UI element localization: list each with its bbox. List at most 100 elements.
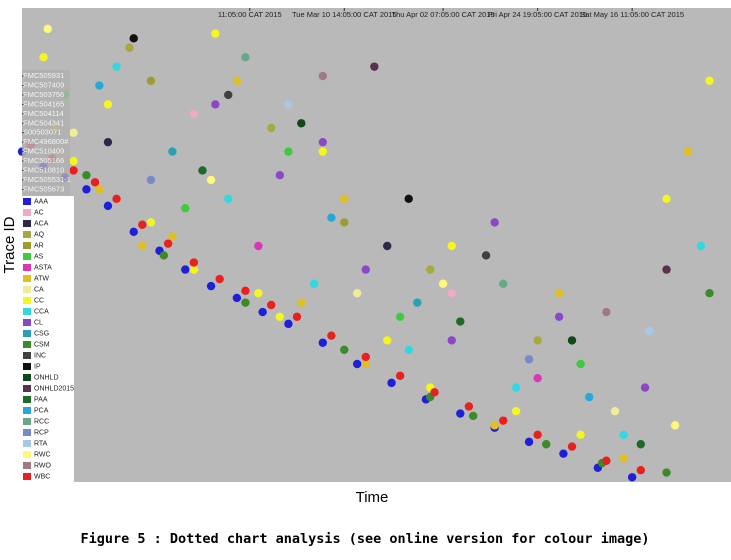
dot [168, 232, 177, 241]
legend-label: CL [34, 319, 43, 326]
dot [395, 371, 405, 380]
legend-swatch [23, 341, 31, 348]
y-tick-label: FMC507409 [23, 81, 64, 90]
dot [241, 286, 250, 296]
y-axis-label: Trace ID [1, 216, 18, 273]
dot [533, 373, 542, 383]
caption: Figure 5 : Dotted chart analysis (see on… [81, 531, 650, 547]
dot [576, 430, 585, 439]
dot [627, 473, 637, 482]
dot [206, 281, 216, 291]
legend-label: ONHLD [34, 374, 59, 381]
dot [447, 289, 456, 298]
x-tick-label: 11:05:00 CAT 2015 [218, 10, 282, 19]
dot [69, 166, 78, 175]
dot [254, 241, 263, 251]
dot [610, 407, 620, 416]
dot [361, 359, 370, 369]
y-tick-label: S00503071 [23, 128, 61, 137]
dot [352, 359, 362, 369]
dot [168, 147, 177, 156]
legend-label: PCA [34, 407, 49, 414]
dot [619, 430, 628, 439]
legend-label: RTA [34, 440, 48, 447]
dot [69, 156, 78, 166]
dot [619, 454, 628, 463]
dot [383, 336, 392, 345]
dot [232, 76, 242, 86]
legend-swatch [23, 352, 31, 359]
dot [138, 220, 147, 229]
y-tick-label: FMC496800# [23, 137, 69, 146]
dot [327, 331, 336, 340]
legend-label: ATW [34, 275, 49, 282]
dot [361, 352, 370, 362]
dot [524, 355, 534, 364]
dot [103, 100, 113, 109]
y-tick-label: FMC503756 [23, 90, 64, 99]
dot [490, 218, 499, 227]
dot [189, 258, 199, 267]
dot [189, 265, 199, 274]
dot [95, 185, 104, 194]
dot [198, 166, 207, 175]
dot [258, 307, 267, 317]
legend-swatch [23, 363, 31, 370]
dot [224, 90, 233, 100]
x-tick-label: Sat May 16 11:05:00 CAT 2015 [580, 10, 684, 19]
dot [662, 265, 671, 274]
dot [327, 213, 336, 222]
plot-area [22, 8, 731, 482]
legend-label: IP [34, 363, 41, 370]
legend-label: WBC [34, 473, 50, 480]
dot [395, 312, 405, 321]
dot [511, 383, 521, 392]
dot [490, 421, 499, 430]
y-tick-label: FMC510409 [23, 147, 64, 156]
dot [103, 201, 113, 211]
dot [211, 29, 220, 38]
dot [275, 171, 285, 180]
dot [554, 312, 564, 321]
dot [404, 194, 413, 203]
legend-swatch [23, 319, 31, 326]
dot [297, 298, 306, 307]
x-tick-label: Tue Mar 10 14:05:00 CAT 2015 [292, 10, 397, 19]
legend-swatch [23, 209, 31, 216]
dot [636, 466, 645, 475]
legend-swatch [23, 264, 31, 271]
dot [340, 218, 349, 227]
dot [163, 239, 173, 248]
legend-swatch [23, 418, 31, 425]
legend-swatch [23, 242, 31, 249]
legend-swatch [23, 275, 31, 282]
dot [146, 175, 156, 185]
dot [413, 298, 422, 307]
dot [533, 336, 542, 345]
dot [645, 326, 654, 336]
dot [138, 241, 147, 251]
dot [662, 468, 671, 477]
y-tick-label: FMC505166 [23, 156, 64, 165]
dot [181, 265, 190, 274]
dot [352, 289, 362, 298]
legend-label: RCP [34, 429, 49, 436]
dot [43, 24, 52, 34]
dot [602, 456, 611, 465]
dot [292, 312, 302, 321]
dot [82, 171, 91, 180]
dot [683, 147, 693, 156]
y-tick-label: FMC505531-1 [23, 175, 71, 184]
dot [554, 289, 564, 298]
y-tick-label: FMC504114 [23, 109, 64, 118]
dot [559, 449, 568, 458]
dot [430, 388, 439, 397]
dot [254, 289, 263, 298]
dot [297, 119, 306, 128]
legend-swatch [23, 385, 31, 392]
legend-label: RWC [34, 451, 51, 458]
y-tick-label: FMC505673 [23, 184, 64, 193]
dot [241, 298, 250, 307]
dot [499, 416, 508, 425]
dot [206, 175, 216, 185]
